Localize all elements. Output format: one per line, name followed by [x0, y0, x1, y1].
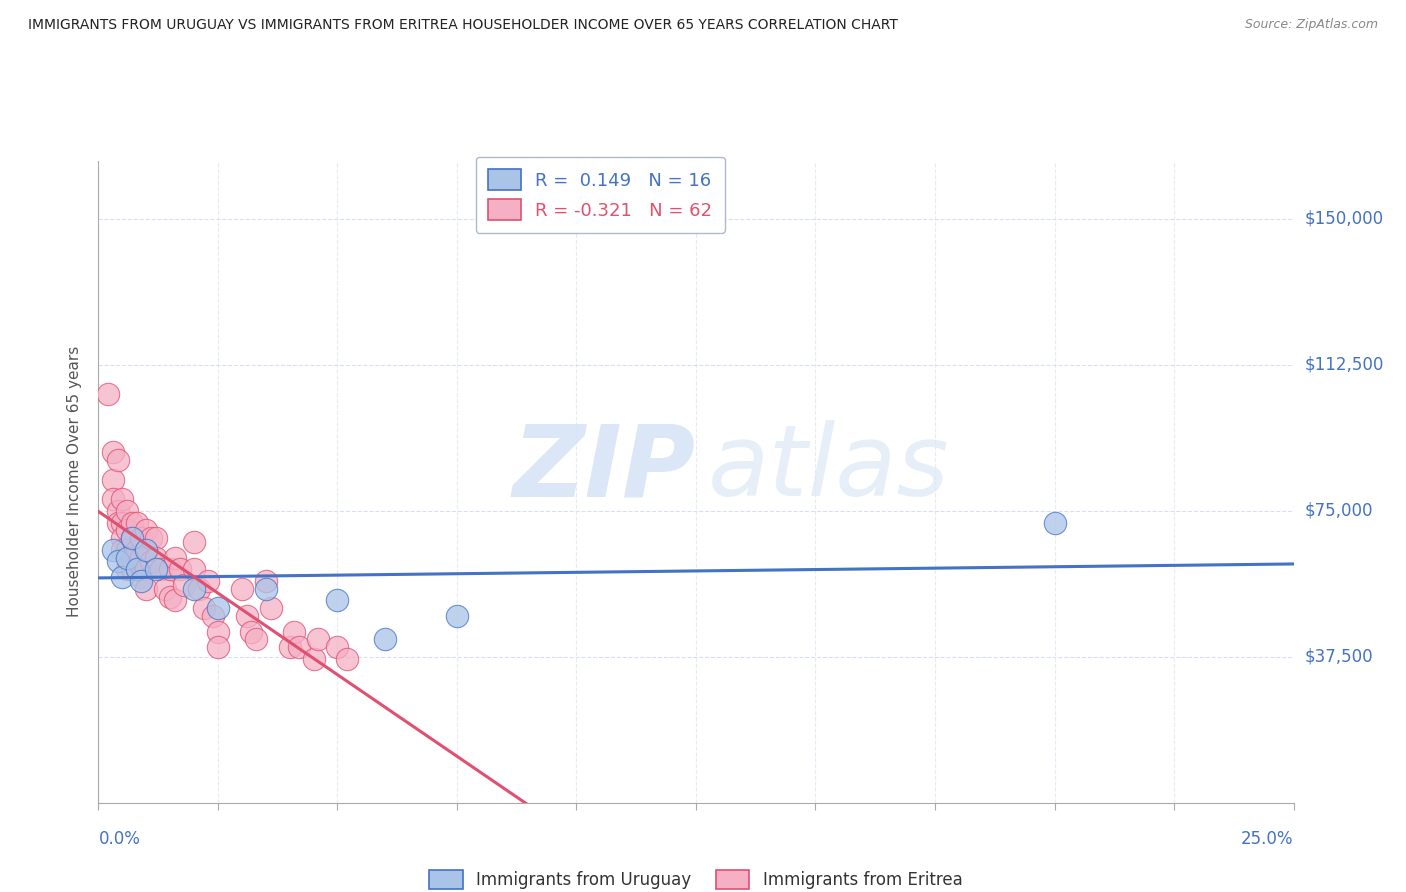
Point [115, 524, 138, 538]
Text: ZIP: ZIP [513, 420, 696, 517]
Point [145, 562, 167, 576]
Point [115, 550, 138, 565]
Y-axis label: Householder Income Over 65 years: Householder Income Over 65 years [67, 346, 83, 617]
Point [240, 624, 263, 639]
Point [121, 531, 143, 545]
Text: 0.0%: 0.0% [98, 830, 141, 847]
Point [135, 524, 157, 538]
Point [245, 632, 267, 647]
Point [207, 601, 229, 615]
Point [145, 550, 167, 565]
Point [131, 570, 153, 584]
Text: $75,000: $75,000 [1305, 502, 1374, 520]
Point [139, 531, 162, 545]
Point [111, 570, 134, 584]
Point [115, 504, 138, 518]
Point [183, 562, 205, 576]
Point [326, 593, 349, 607]
Text: IMMIGRANTS FROM URUGUAY VS IMMIGRANTS FROM ERITREA HOUSEHOLDER INCOME OVER 65 YE: IMMIGRANTS FROM URUGUAY VS IMMIGRANTS FR… [28, 18, 898, 32]
Point [107, 453, 129, 467]
Point [115, 542, 138, 557]
Point [121, 562, 143, 576]
Point [111, 531, 134, 545]
Point [173, 578, 195, 592]
Point [278, 640, 301, 654]
Text: $37,500: $37,500 [1305, 648, 1374, 665]
Point [101, 542, 124, 557]
Point [159, 562, 181, 576]
Point [135, 542, 157, 557]
Point [183, 535, 205, 549]
Point [307, 632, 329, 647]
Point [107, 516, 129, 530]
Point [107, 554, 129, 568]
Point [231, 582, 253, 596]
Point [101, 445, 124, 459]
Point [446, 609, 468, 624]
Point [125, 562, 148, 576]
Point [302, 652, 325, 666]
Point [111, 516, 134, 530]
Text: 25.0%: 25.0% [1241, 830, 1294, 847]
Text: Source: ZipAtlas.com: Source: ZipAtlas.com [1244, 18, 1378, 31]
Point [197, 574, 219, 588]
Point [111, 492, 134, 507]
Point [97, 387, 120, 401]
Point [101, 473, 124, 487]
Point [131, 531, 153, 545]
Text: $150,000: $150,000 [1305, 210, 1384, 228]
Legend: Immigrants from Uruguay, Immigrants from Eritrea: Immigrants from Uruguay, Immigrants from… [420, 862, 972, 892]
Point [145, 531, 167, 545]
Point [159, 590, 181, 604]
Point [121, 550, 143, 565]
Point [254, 574, 277, 588]
Point [115, 562, 138, 576]
Point [187, 582, 209, 596]
Point [183, 582, 205, 596]
Point [135, 542, 157, 557]
Point [193, 601, 215, 615]
Point [107, 504, 129, 518]
Point [135, 562, 157, 576]
Point [235, 609, 257, 624]
Point [125, 542, 148, 557]
Point [336, 652, 359, 666]
Point [374, 632, 396, 647]
Point [121, 531, 143, 545]
Point [121, 516, 143, 530]
Point [149, 562, 172, 576]
Point [155, 582, 177, 596]
Point [169, 562, 191, 576]
Point [101, 492, 124, 507]
Point [207, 640, 229, 654]
Point [163, 550, 186, 565]
Point [326, 640, 349, 654]
Point [111, 542, 134, 557]
Point [125, 516, 148, 530]
Point [1043, 516, 1066, 530]
Point [139, 554, 162, 568]
Point [259, 601, 281, 615]
Text: $112,500: $112,500 [1305, 356, 1384, 374]
Point [254, 582, 277, 596]
Point [135, 582, 157, 596]
Point [125, 562, 148, 576]
Point [283, 624, 305, 639]
Point [207, 624, 229, 639]
Point [288, 640, 311, 654]
Point [163, 593, 186, 607]
Point [131, 574, 153, 588]
Point [131, 550, 153, 565]
Text: atlas: atlas [709, 420, 949, 517]
Point [202, 609, 225, 624]
